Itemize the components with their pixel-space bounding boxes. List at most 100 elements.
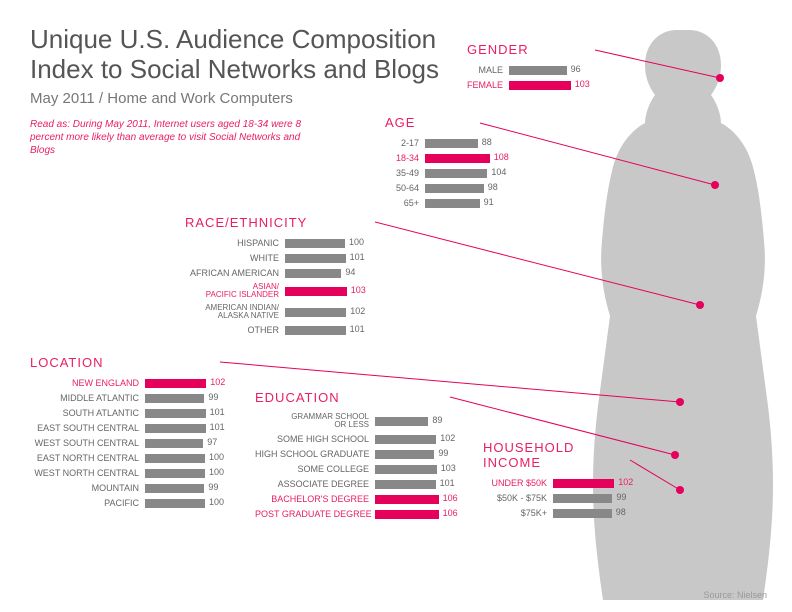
bar-wrap: 106 [375,510,470,519]
chart-row: 65+ 91 [385,196,520,210]
bar [285,326,346,335]
bar-value: 100 [209,452,224,462]
bar-value: 101 [440,478,455,488]
section-age: AGE2-178818-3410835-4910450-649865+91 [385,115,520,211]
bar-wrap: 96 [509,66,599,75]
bar-wrap: 101 [285,254,380,263]
chart-row: EAST NORTH CENTRAL 100 [30,451,240,465]
bar [285,269,341,278]
bar-value: 102 [618,477,633,487]
row-label: HIGH SCHOOL GRADUATE [255,450,375,459]
bar-value: 100 [349,237,364,247]
bar-value: 100 [209,467,224,477]
chart-row: NEW ENGLAND102 [30,376,240,390]
row-label: WHITE [185,254,285,263]
row-label: PACIFIC [30,499,145,508]
row-label: NEW ENGLAND [30,379,145,388]
bar [425,139,478,148]
row-label: EAST SOUTH CENTRAL [30,424,145,433]
bar-value: 98 [616,507,626,517]
bar-value: 102 [350,306,365,316]
chart-row: 2-1788 [385,136,520,150]
bar [375,450,434,459]
bar-wrap: 99 [553,494,643,503]
bar-wrap: 101 [145,424,240,433]
row-label: SOME HIGH SCHOOL [255,435,375,444]
bar-wrap: 104 [425,169,520,178]
bar [425,199,480,208]
bar-wrap: 100 [145,454,240,463]
bar-wrap: 102 [285,308,380,317]
row-label: ASSOCIATE DEGREE [255,480,375,489]
bar [145,484,204,493]
chart-row: SOUTH ATLANTIC101 [30,406,240,420]
bar-wrap: 106 [375,495,470,504]
bar-wrap: 100 [145,469,240,478]
bar [145,499,205,508]
bar [509,66,567,75]
bar-wrap: 103 [375,465,470,474]
row-label: MIDDLE ATLANTIC [30,394,145,403]
bar-wrap: 89 [375,417,470,426]
chart-row: BACHELOR'S DEGREE 106 [255,492,470,506]
bar-value: 106 [443,493,458,503]
bar-wrap: 98 [425,184,520,193]
bar-wrap: 102 [553,479,643,488]
row-label: WEST SOUTH CENTRAL [30,439,145,448]
bar-wrap: 103 [509,81,599,90]
bar-wrap: 102 [145,379,240,388]
bar-wrap: 98 [553,509,643,518]
bar-wrap: 99 [375,450,470,459]
section-title-age: AGE [385,115,520,130]
bar-value: 99 [208,392,218,402]
chart-row: WHITE101 [185,251,380,265]
bar [145,394,204,403]
bar [425,169,487,178]
row-label: 35-49 [385,169,425,178]
bar [145,469,205,478]
section-education: EDUCATIONGRAMMAR SCHOOLOR LESS89SOME HIG… [255,390,470,522]
bar-value: 101 [210,422,225,432]
bar-wrap: 99 [145,394,240,403]
chart-row: WEST SOUTH CENTRAL 97 [30,436,240,450]
bar-value: 103 [575,79,590,89]
chart-row: WEST NORTH CENTRAL100 [30,466,240,480]
bar [145,379,206,388]
chart-row: $50K - $75K99 [483,491,643,505]
bar [285,254,346,263]
bar-wrap: 100 [145,499,240,508]
chart-row: PACIFIC100 [30,496,240,510]
bar-wrap: 103 [285,287,380,296]
chart-row: HISPANIC100 [185,236,380,250]
source-credit: Source: Nielsen [703,590,767,600]
bar [553,494,612,503]
read-as-note: Read as: During May 2011, Internet users… [30,118,310,157]
bar-value: 89 [432,415,442,425]
row-label: ASIAN/PACIFIC ISLANDER [185,283,285,299]
bar [285,239,345,248]
bar-value: 91 [484,197,494,207]
chart-row: FEMALE 103 [467,78,599,92]
chart-row: UNDER $50K102 [483,476,643,490]
row-label: FEMALE [467,81,509,90]
bar-wrap: 101 [145,409,240,418]
bar-value: 102 [440,433,455,443]
row-label: GRAMMAR SCHOOLOR LESS [255,413,375,429]
bar-wrap: 91 [425,199,520,208]
row-label: BACHELOR'S DEGREE [255,495,375,504]
chart-row: 50-6498 [385,181,520,195]
bar-value: 97 [207,437,217,447]
bar [375,480,436,489]
bar [145,454,205,463]
row-label: EAST NORTH CENTRAL [30,454,145,463]
row-label: AMERICAN INDIAN/ALASKA NATIVE [185,304,285,320]
section-income: HOUSEHOLDINCOMEUNDER $50K102$50K - $75K9… [483,440,643,521]
bar-value: 101 [350,324,365,334]
section-title-race: RACE/ETHNICITY [185,215,380,230]
row-label: 65+ [385,199,425,208]
row-label: MOUNTAIN [30,484,145,493]
bar-value: 99 [616,492,626,502]
chart-row: SOME HIGH SCHOOL 102 [255,432,470,446]
bar-value: 99 [208,482,218,492]
bar-wrap: 102 [375,435,470,444]
